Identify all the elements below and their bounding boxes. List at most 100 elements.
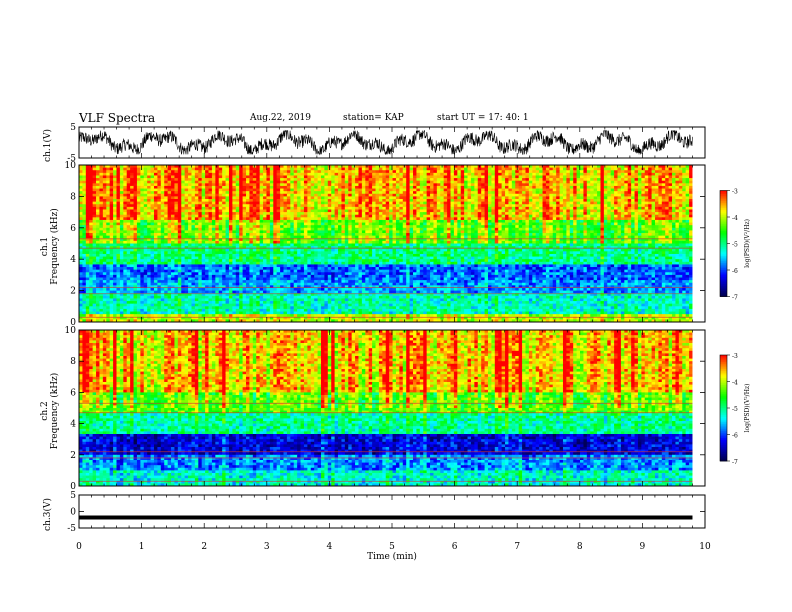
spectrogram-cell	[501, 217, 506, 221]
spectrogram-cell	[368, 206, 373, 210]
spectrogram-cell	[464, 183, 468, 187]
spectrogram-cell	[385, 209, 390, 213]
spectrogram-cell	[566, 204, 571, 208]
spectrogram-cell	[276, 191, 281, 195]
spectrogram-cell	[361, 206, 366, 210]
spectrogram-cell	[464, 217, 468, 221]
spectrogram-cell	[85, 167, 90, 171]
spectrogram-cell	[324, 185, 329, 189]
spectrogram-cell	[368, 183, 373, 187]
spectrogram-cell	[348, 201, 353, 205]
spectrogram-cell	[610, 180, 615, 184]
spectrogram-cell	[201, 204, 206, 208]
spectrogram-cell	[487, 206, 492, 210]
spectrogram-cell	[505, 193, 509, 197]
spectrogram-cell	[603, 175, 608, 179]
spectrogram-cell	[276, 183, 281, 187]
spectrogram-cell	[477, 201, 482, 205]
spectrogram-cell	[341, 170, 346, 174]
spectrogram-cell	[232, 204, 237, 208]
spectrogram-cell	[181, 167, 186, 171]
spectrogram-cell	[385, 178, 390, 182]
spectrogram-cell	[511, 185, 516, 189]
spectrogram-cell	[225, 199, 230, 203]
spectrogram-cell	[358, 212, 363, 216]
spectrogram-cell	[164, 219, 169, 223]
spectrogram-cell	[453, 217, 458, 221]
spectrogram-cell	[433, 167, 438, 171]
spectrogram-cell	[344, 178, 349, 182]
spectrogram-cell	[413, 217, 417, 221]
spectrogram-cell	[675, 191, 680, 195]
spectrogram-cell	[654, 222, 659, 226]
spectrogram-cell	[228, 170, 233, 174]
spectrogram-cell	[644, 175, 649, 179]
spectrogram-cell	[92, 233, 97, 237]
spectrogram-cell	[597, 201, 601, 205]
spectrogram-cell	[406, 219, 410, 223]
spectrogram-cell	[310, 214, 315, 218]
spectrogram-cell	[661, 206, 666, 210]
spectrogram-cell	[280, 225, 284, 229]
spectrogram-cell	[225, 209, 230, 213]
spectrogram-cell	[545, 193, 550, 197]
spectrogram-cell	[426, 170, 431, 174]
spectrogram-cell	[617, 209, 622, 213]
spectrogram-cell	[184, 222, 189, 226]
spectrogram-cell	[96, 206, 100, 210]
spectrogram-cell	[556, 185, 560, 189]
spectrogram-cell	[382, 199, 387, 203]
spectrogram-cell	[164, 214, 169, 218]
spectrogram-cell	[368, 233, 373, 237]
spectrogram-cell	[477, 209, 482, 213]
spectrogram-cell	[658, 201, 663, 205]
spectrogram-cell	[614, 201, 618, 205]
spectrogram-cell	[256, 214, 261, 218]
spectrogram-cell	[252, 212, 257, 216]
spectrogram-cell	[211, 165, 216, 169]
spectrogram-cell	[665, 212, 670, 216]
spectrogram-cell	[201, 183, 206, 187]
spectrogram-cell	[467, 204, 472, 208]
spectrogram-cell	[320, 193, 325, 197]
spectrogram-cell	[266, 178, 271, 182]
spectrogram-cell	[106, 201, 111, 205]
spectrogram-cell	[487, 199, 492, 203]
spectrogram-cell	[174, 180, 179, 184]
spectrogram-cell	[317, 199, 322, 203]
spectrogram-cell	[171, 230, 175, 234]
spectrogram-cell	[525, 227, 530, 231]
spectrogram-cell	[395, 219, 400, 223]
spectrogram-cell	[365, 230, 370, 234]
spectrogram-cell	[528, 170, 533, 174]
spectrogram-cell	[273, 199, 278, 203]
spectrogram-cell	[225, 165, 230, 169]
spectrogram-cell	[672, 219, 676, 223]
spectrogram-cell	[263, 233, 267, 237]
spectrogram-cell	[539, 170, 543, 174]
spectrogram-cell	[263, 199, 267, 203]
spectrogram-cell	[399, 191, 404, 195]
spectrogram-cell	[375, 165, 380, 169]
spectrogram-cell	[481, 227, 485, 231]
spectrogram-cell	[228, 165, 233, 169]
spectrogram-cell	[266, 225, 271, 229]
spectrogram-cell	[528, 233, 533, 237]
spectrogram-cell	[317, 167, 322, 171]
spectrogram-cell	[494, 212, 499, 216]
spectrogram-cell	[297, 230, 301, 234]
spectrogram-cell	[143, 185, 148, 189]
spectrogram-cell	[617, 227, 622, 231]
spectrogram-cell	[457, 188, 462, 192]
spectrogram-cell	[348, 222, 353, 226]
spectrogram-cell	[228, 201, 233, 205]
spectrogram-cell	[464, 199, 468, 203]
spectrogram-cell	[324, 196, 329, 200]
spectrogram-cell	[232, 230, 237, 234]
spectrogram-cell	[498, 178, 503, 182]
spectrogram-cell	[358, 193, 363, 197]
spectrogram-cell	[637, 167, 642, 171]
spectrogram-cell	[96, 209, 100, 213]
spectrogram-cell	[99, 178, 104, 182]
spectrogram-cell	[583, 209, 588, 213]
